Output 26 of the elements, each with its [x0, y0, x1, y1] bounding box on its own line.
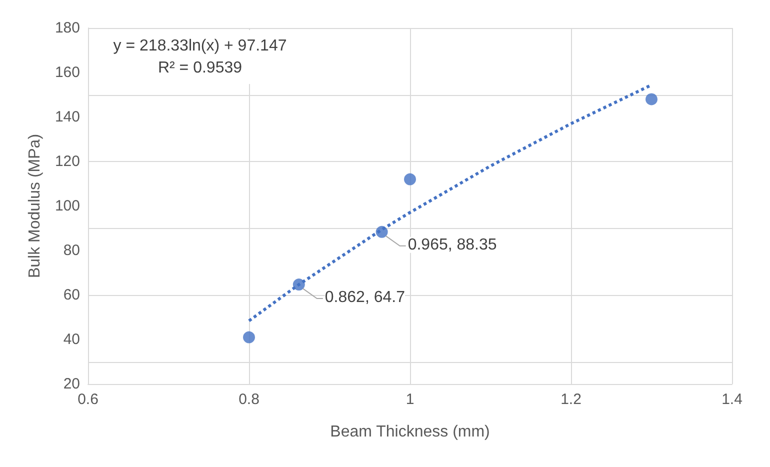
line-series — [248, 83, 653, 322]
y-axis-title: Bulk Modulus (MPa) — [26, 134, 44, 278]
y-tick-label: 140 — [54, 108, 80, 126]
annotation: 0.965, 88.35 — [408, 236, 497, 254]
y-tick-label: 20 — [63, 376, 80, 392]
y-tick-label: 180 — [54, 20, 80, 36]
x-tick-label: 1.4 — [722, 391, 742, 408]
x-tick-label: 0.8 — [238, 391, 260, 408]
x-tick-label: 1.2 — [560, 391, 582, 408]
annotation: y = 218.33ln(x) + 97.147 — [113, 38, 287, 54]
x-tick-label: 1 — [406, 391, 414, 408]
x-axis-title: Beam Thickness (mm) — [330, 424, 490, 440]
point — [243, 331, 255, 344]
y-tick-label: 160 — [54, 64, 80, 81]
annotation: 0.862, 64.7 — [324, 289, 406, 306]
y-tick-label: 60 — [63, 286, 80, 304]
y-tick-label: 120 — [54, 153, 80, 170]
y-tick-label: 80 — [63, 242, 80, 259]
point — [292, 278, 305, 291]
x-tick-label: 0.6 — [78, 391, 98, 408]
point — [376, 226, 388, 238]
annotation: R² = 0.9539 — [158, 60, 242, 76]
point — [404, 173, 416, 186]
y-tick-label: 40 — [63, 331, 80, 348]
y-tick-label: 100 — [54, 198, 80, 214]
point — [646, 93, 658, 106]
